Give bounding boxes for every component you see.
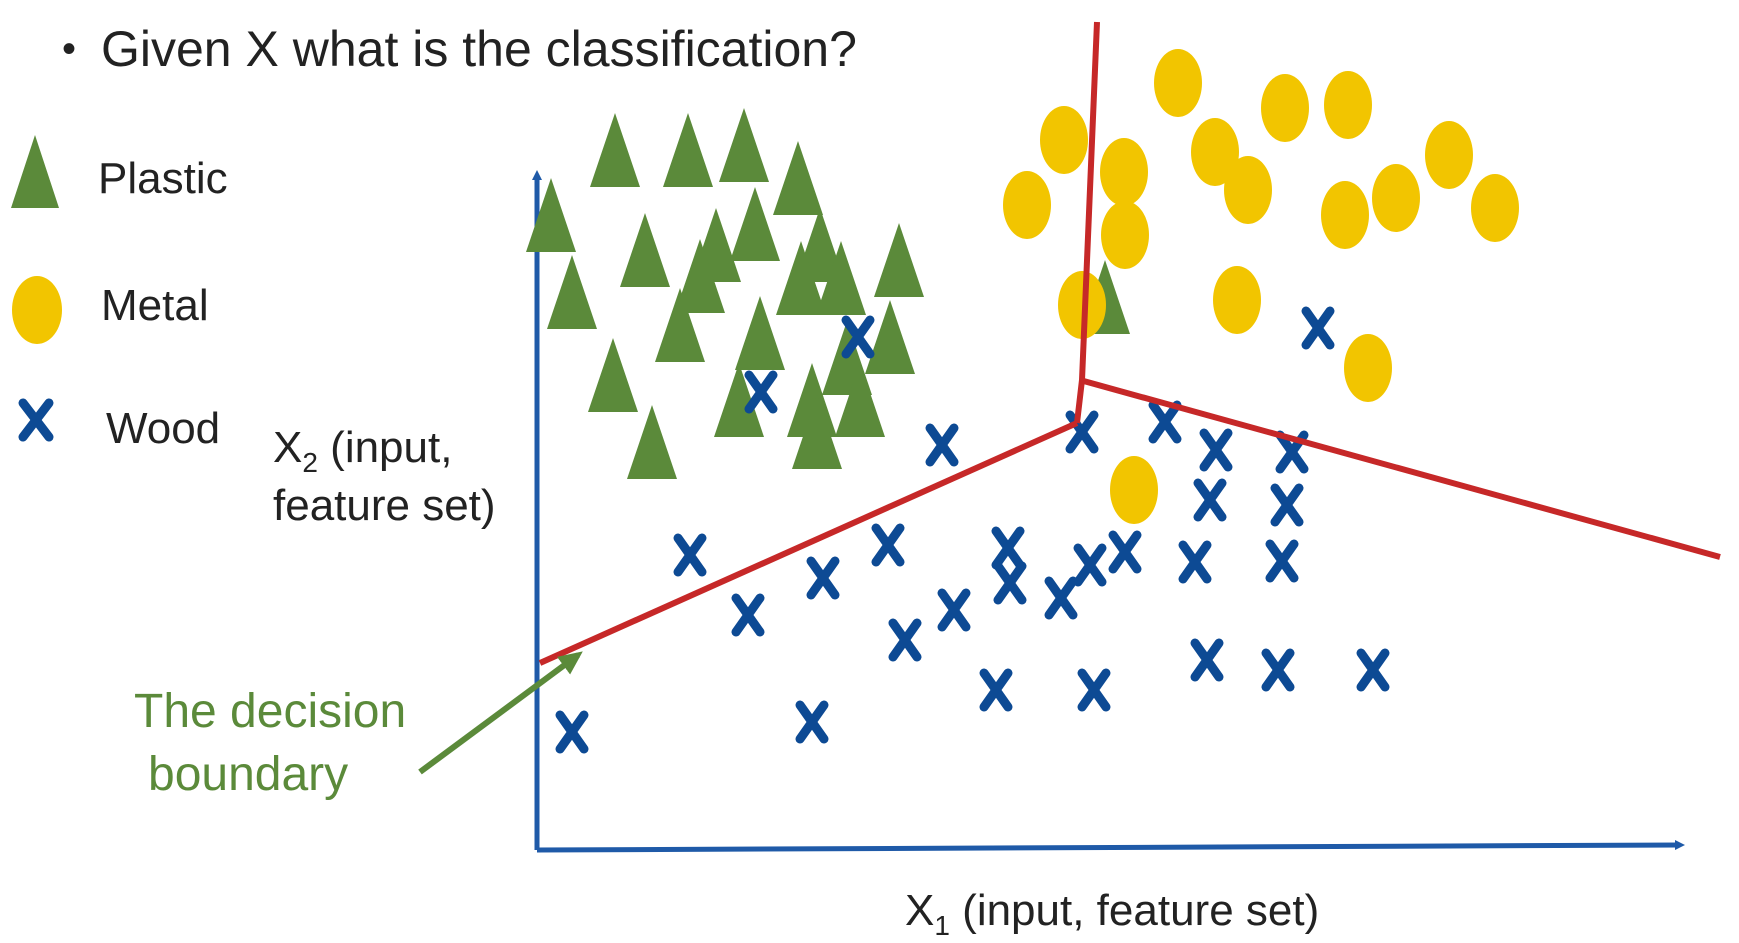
metal-marker (1224, 156, 1272, 224)
wood-marker (1199, 428, 1233, 472)
annotation-line2: boundary (148, 748, 348, 801)
metal-marker (1003, 171, 1051, 239)
wood-marker (1077, 668, 1111, 712)
wood-marker (925, 423, 959, 467)
y-axis-label-main: X (273, 423, 302, 472)
legend-metal-label: Metal (101, 281, 209, 330)
annotation-line1: The decision (134, 685, 406, 738)
wood-marker (1178, 540, 1212, 584)
wood-marker (1148, 400, 1182, 444)
y-axis-label-rest: (input, (318, 423, 453, 472)
plastic-marker (588, 338, 638, 412)
wood-marker (1265, 539, 1299, 583)
y-axis-label: X2 (input, (273, 423, 452, 478)
wood-marker (744, 370, 778, 414)
wood-marker (841, 315, 875, 359)
metal-marker (1191, 118, 1239, 186)
wood-marker (888, 618, 922, 662)
metal-marker (1100, 138, 1148, 206)
y-axis-label-sub: 2 (302, 447, 318, 478)
heading-text: Given X what is the classification? (101, 21, 857, 77)
y-axis-label-line2: feature set) (273, 481, 496, 530)
wood-marker (1073, 543, 1107, 587)
legend-plastic-label: Plastic (98, 154, 228, 203)
x-axis (536, 840, 1685, 853)
plastic-marker (627, 405, 677, 479)
wood-marker (1261, 648, 1295, 692)
annotation-arrow (418, 651, 583, 775)
wood-marker (991, 526, 1025, 570)
metal-marker (1154, 49, 1202, 117)
plastic-marker (526, 178, 576, 252)
x-axis-label: X1 (input, feature set) (905, 886, 1319, 941)
plastic-marker (719, 108, 769, 182)
wood-marker (1044, 576, 1078, 620)
plastic-marker (874, 223, 924, 297)
x-axis-label-sub: 1 (934, 910, 950, 941)
plastic-marker (730, 187, 780, 261)
plastic-marker (714, 363, 764, 437)
metal-marker (1471, 174, 1519, 242)
plastic-marker (663, 113, 713, 187)
plastic-marker (865, 300, 915, 374)
metal-marker (1040, 106, 1088, 174)
metal-marker (1058, 271, 1106, 339)
wood-marker (979, 668, 1013, 712)
wood-marker (806, 556, 840, 600)
plastic-marker (547, 255, 597, 329)
plastic-marker (792, 395, 842, 469)
wood-marker (731, 593, 765, 637)
plastic-marker (735, 296, 785, 370)
wood-marker (1356, 648, 1390, 692)
wood-marker (1190, 638, 1224, 682)
x-axis-label-main: X (905, 886, 934, 935)
metal-marker (1261, 74, 1309, 142)
plastic-marker (675, 239, 725, 313)
legend: Plastic Metal Wood (11, 135, 228, 453)
metal-marker (1425, 121, 1473, 189)
plastic-marker (620, 213, 670, 287)
wood-marker (1270, 483, 1304, 527)
legend-metal-circle-icon (12, 276, 62, 344)
plastic-marker (773, 141, 823, 215)
x-axis-label-rest: (input, feature set) (950, 886, 1319, 935)
decision-boundary-right (1079, 377, 1721, 560)
wood-marker (937, 588, 971, 632)
wood-marker (1193, 478, 1227, 522)
metal-marker (1110, 456, 1158, 524)
metal-marker (1372, 164, 1420, 232)
wood-marker (1301, 306, 1335, 350)
legend-wood-cross-icon (18, 398, 54, 442)
legend-wood-label: Wood (106, 404, 220, 453)
plastic-marker (816, 241, 866, 315)
metal-marker (1344, 334, 1392, 402)
metal-marker (1321, 181, 1369, 249)
plastic-marker (655, 288, 705, 362)
plastic-marker (835, 363, 885, 437)
plastic-marker (590, 113, 640, 187)
wood-marker (993, 561, 1027, 605)
wood-marker (1108, 530, 1142, 574)
plastic-marker (776, 241, 826, 315)
wood-marker (871, 523, 905, 567)
wood-marker (1065, 410, 1099, 454)
wood-marker (795, 700, 829, 744)
metal-marker (1324, 71, 1372, 139)
data-markers (526, 49, 1519, 754)
wood-marker (555, 710, 589, 754)
metal-marker (1101, 201, 1149, 269)
heading-bullet: • (62, 27, 76, 71)
metal-marker (1213, 266, 1261, 334)
legend-plastic-triangle-icon (11, 135, 59, 208)
decision-boundary-left (538, 420, 1079, 666)
wood-marker (673, 533, 707, 577)
decision-boundary-vertical (1074, 21, 1100, 424)
